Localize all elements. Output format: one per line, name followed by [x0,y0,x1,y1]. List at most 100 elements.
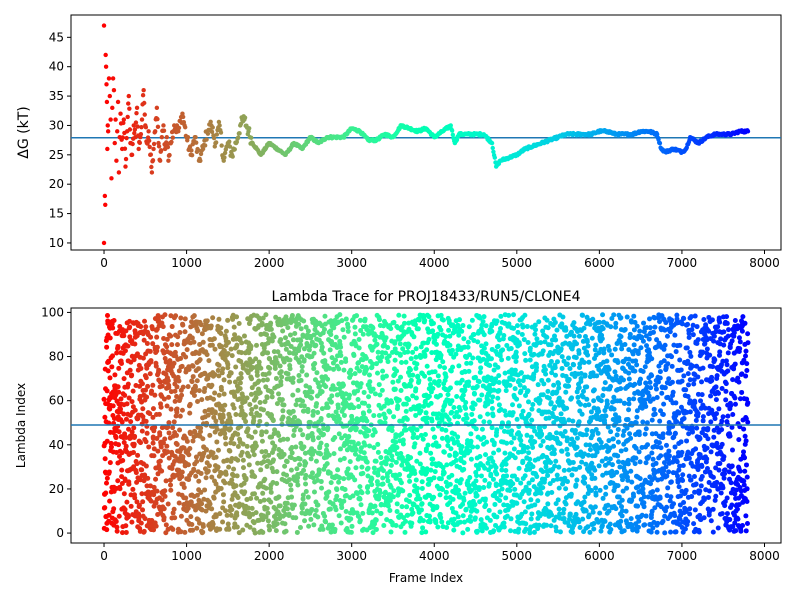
lambda-point [518,438,524,444]
lambda-point [166,384,172,390]
lambda-point [440,317,446,323]
delta-g-point [164,135,169,140]
lambda-point [398,374,404,380]
lambda-point [516,342,522,348]
lambda-point [453,451,459,457]
lambda-point [150,341,156,347]
delta-g-point [137,140,142,146]
delta-g-point [154,105,160,111]
lambda-point [214,426,220,432]
delta-g-point [107,93,113,99]
lambda-point [431,475,437,481]
lambda-point [246,453,252,459]
lambda-point [179,469,185,475]
lambda-point [526,487,532,493]
lambda-point [182,329,188,335]
lambda-point [295,482,301,488]
lambda-point [376,382,382,388]
lambda-point [530,464,536,470]
delta-g-point [155,124,161,130]
lambda-point [134,461,140,467]
lambda-point [160,324,166,330]
lambda-point [430,320,436,326]
lambda-point [243,475,249,481]
lambda-point [415,373,421,379]
lambda-point [498,326,504,332]
delta-g-point [222,150,228,156]
lambda-point [194,378,200,384]
lambda-point [427,376,433,382]
lambda-point [340,382,346,388]
lambda-point [123,523,129,529]
lambda-point [341,367,347,373]
lambda-point [233,364,239,370]
lambda-point [338,359,344,365]
delta-g-point [113,117,118,122]
lambda-point [245,426,251,432]
lambda-point [495,395,501,401]
lambda-point [489,399,495,405]
y-tick: 30 [49,118,71,132]
lambda-point [324,461,330,467]
lambda-point [106,512,112,518]
lambda-point [487,363,493,369]
lambda-point [403,359,409,365]
lambda-point [431,494,437,500]
lambda-point [290,375,296,381]
lambda-point [485,411,491,417]
lambda-point [106,469,112,475]
lambda-point [401,313,407,319]
lambda-point [237,386,243,392]
lambda-point [509,428,515,434]
lambda-point [499,486,505,492]
lambda-point [212,410,218,416]
lambda-point [381,522,387,528]
lambda-point [559,354,565,360]
delta-g-point [139,124,144,130]
lambda-point [221,391,227,397]
lambda-point [341,334,347,340]
lambda-point [446,327,452,333]
lambda-point [134,351,140,357]
lambda-point [148,498,154,504]
lambda-point [179,407,185,413]
lambda-point [456,414,462,420]
lambda-point [185,384,191,390]
lambda-point [256,378,262,384]
lambda-point [429,418,435,424]
lambda-point [211,396,217,402]
lambda-point [125,514,131,520]
lambda-point [253,395,259,401]
lambda-point [229,477,235,483]
lambda-point [263,312,269,318]
delta-g-point [209,129,215,135]
lambda-point [503,495,509,501]
lambda-point [510,402,516,408]
lambda-point [338,520,344,526]
lambda-point [178,513,184,519]
lambda-point [497,498,503,504]
delta-g-point [102,193,108,199]
lambda-point [215,447,221,453]
lambda-point [333,507,339,513]
lambda-point [528,497,534,503]
delta-g-point [142,100,147,106]
lambda-point [143,387,149,393]
lambda-point [348,529,354,535]
lambda-point [140,355,146,361]
lambda-point [483,452,489,458]
lambda-point [548,400,554,406]
lambda-point [454,393,460,399]
lambda-point [343,358,349,364]
lambda-point [566,467,572,473]
lambda-point [222,435,228,441]
lambda-point [252,530,258,536]
lambda-point [210,315,216,321]
lambda-point [556,485,562,491]
lambda-point [150,326,156,332]
lambda-point [244,443,250,449]
lambda-point [307,419,313,425]
lambda-point [412,470,418,476]
lambda-point [161,506,167,512]
lambda-point [566,383,572,389]
